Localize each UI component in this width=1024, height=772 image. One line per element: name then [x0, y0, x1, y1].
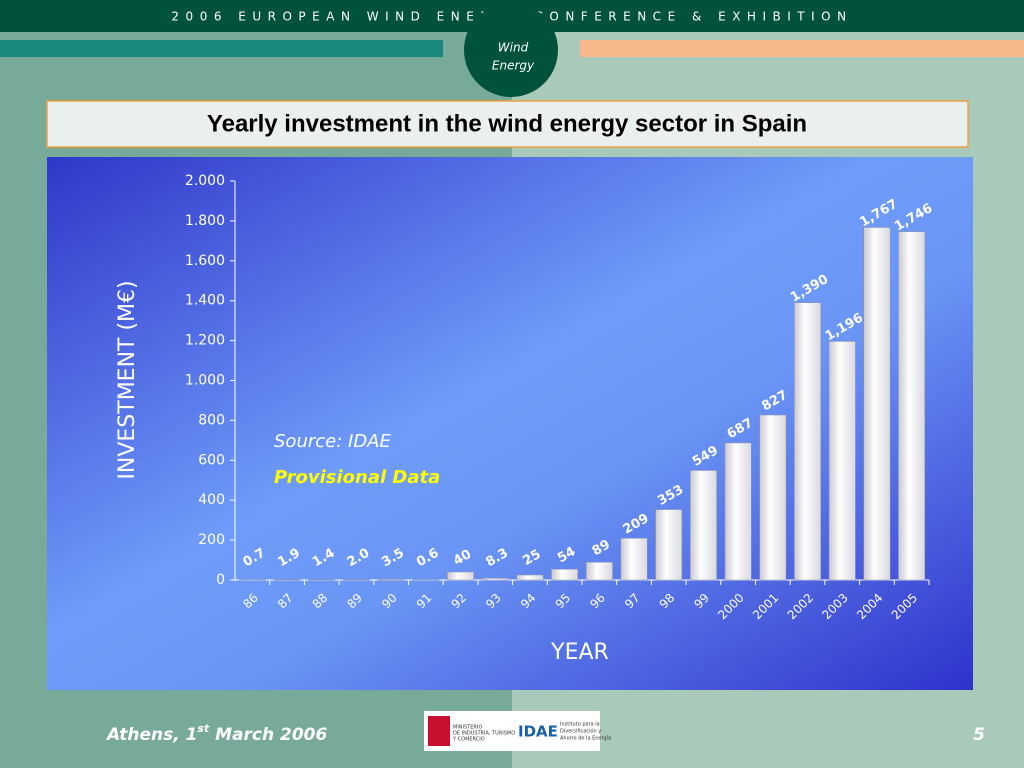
stripe	[0, 40, 443, 57]
bar	[829, 341, 855, 580]
footer-text: st	[197, 722, 210, 735]
bar	[517, 575, 543, 580]
bar	[794, 303, 820, 580]
y-tick-label: 800	[198, 412, 225, 428]
x-axis-label: YEAR	[550, 640, 609, 665]
chart-title: Yearly investment in the wind energy sec…	[207, 110, 807, 137]
bar	[690, 470, 716, 580]
bar	[447, 572, 473, 580]
bar	[482, 578, 508, 580]
bar	[656, 510, 682, 580]
annotation: Provisional Data	[274, 467, 440, 488]
sponsor-text: Ahorro de la Energía	[560, 735, 611, 742]
y-tick-label: 1.400	[185, 293, 225, 309]
annotation: Source: IDAE	[274, 431, 391, 452]
y-tick-label: 1.000	[185, 373, 225, 389]
stripe	[580, 40, 1024, 57]
bar	[864, 227, 890, 580]
bar	[725, 443, 751, 580]
sponsor-text: Diversificación y	[560, 728, 601, 735]
sponsor-text: Y COMERCIO	[452, 737, 485, 743]
y-tick-label: 600	[198, 452, 225, 468]
footer-date: Athens, 1st March 2006	[105, 722, 328, 745]
bar	[551, 569, 577, 580]
coat-of-arms	[428, 716, 450, 746]
y-tick-label: 1.200	[185, 333, 225, 349]
bar	[621, 538, 647, 580]
bar	[760, 415, 786, 580]
y-tick-label: 1.600	[185, 253, 225, 269]
y-axis-label: INVESTMENT (M€)	[115, 280, 140, 479]
bar	[898, 232, 924, 580]
footer-text: Athens, 1	[105, 725, 197, 745]
y-tick-label: 400	[198, 492, 225, 508]
y-tick-label: 0	[216, 572, 225, 588]
logo-text: Wind	[498, 41, 529, 55]
y-tick-label: 1.800	[185, 213, 225, 229]
sponsor-text: IDAE	[518, 723, 558, 741]
y-tick-label: 2.000	[185, 173, 225, 189]
bar	[378, 579, 404, 580]
bar	[586, 562, 612, 580]
sponsor-text: Instituto para la	[560, 722, 600, 728]
logo-text: Energy	[492, 59, 535, 73]
page-number: 5	[973, 725, 985, 745]
footer-text: March 2006	[209, 725, 327, 745]
y-tick-label: 200	[198, 532, 225, 548]
